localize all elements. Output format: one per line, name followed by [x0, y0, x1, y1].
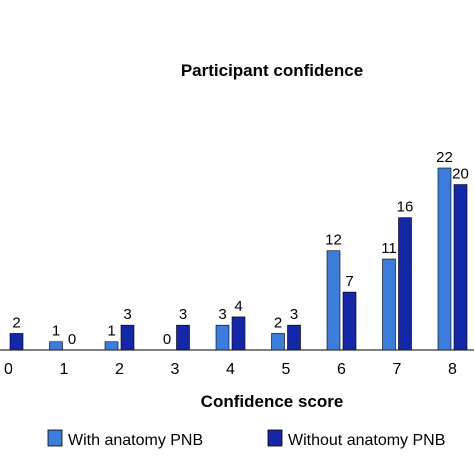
data-label: 0 — [68, 331, 76, 348]
legend-label-with-anatomy: With anatomy PNB — [68, 432, 203, 449]
bar — [437, 167, 452, 351]
bar — [398, 217, 412, 351]
legend-swatch-with-anatomy — [47, 429, 63, 447]
data-label: 22 — [436, 149, 453, 166]
x-tick-label: 6 — [337, 361, 346, 378]
data-label: 2 — [274, 314, 282, 331]
bar — [271, 333, 285, 351]
x-tick-label: 2 — [115, 361, 124, 378]
chart-title: Participant confidence — [181, 61, 363, 80]
x-tick-label: 8 — [448, 361, 457, 378]
bar — [104, 341, 119, 351]
x-tick-label: 3 — [171, 361, 180, 378]
x-tick-label: 5 — [282, 361, 291, 378]
data-label: 3 — [123, 306, 131, 323]
data-label: 16 — [397, 199, 414, 216]
x-tick-label: 1 — [60, 361, 69, 378]
data-label: 1 — [107, 323, 115, 340]
bar — [231, 316, 246, 351]
bar — [342, 291, 357, 351]
x-tick-labels: 0 1 2 3 4 5 6 7 8 — [4, 361, 457, 378]
bar — [120, 324, 135, 351]
bar — [9, 333, 24, 351]
data-label: 3 — [179, 306, 187, 323]
bar — [215, 324, 230, 351]
data-label: 20 — [452, 166, 469, 183]
legend-swatch-without-anatomy — [267, 429, 283, 447]
x-tick-label: 7 — [393, 361, 402, 378]
legend: With anatomy PNB Without anatomy PNB — [47, 429, 445, 449]
bar — [49, 341, 63, 351]
data-label: 2 — [12, 314, 20, 331]
data-label: 0 — [163, 331, 171, 348]
legend-label-without-anatomy: Without anatomy PNB — [288, 432, 445, 449]
data-label: 7 — [345, 273, 353, 290]
data-label: 12 — [325, 232, 342, 249]
bar — [326, 250, 341, 351]
x-tick-label: 4 — [226, 361, 235, 378]
bar — [453, 184, 468, 351]
data-label: 3 — [290, 306, 298, 323]
x-tick-label: 0 — [4, 361, 13, 378]
data-label: 1 — [52, 323, 60, 340]
data-label: 4 — [234, 298, 242, 315]
x-axis-label: Confidence score — [201, 392, 344, 411]
bar — [287, 324, 301, 351]
data-label: 11 — [381, 240, 397, 257]
bar — [176, 324, 190, 351]
bar — [382, 258, 396, 351]
data-label: 3 — [218, 306, 226, 323]
